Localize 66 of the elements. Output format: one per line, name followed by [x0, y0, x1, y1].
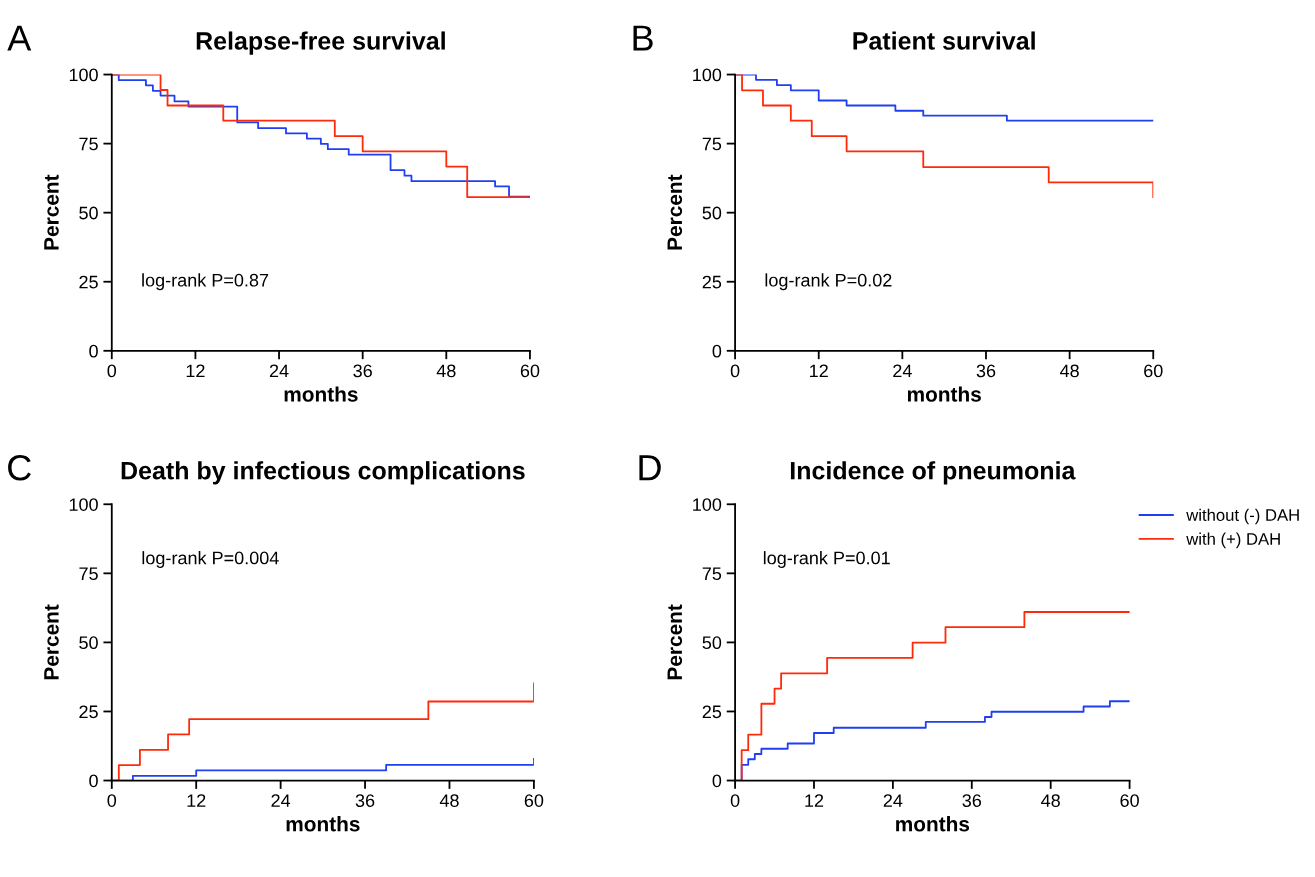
y-tick-label: 0: [89, 774, 98, 788]
x-tick-label: 36: [353, 364, 372, 378]
x-tick-label: 60: [520, 364, 540, 378]
x-tick-label: 48: [439, 794, 459, 807]
x-tick-label: 24: [883, 794, 903, 807]
x-tick-label: 12: [186, 364, 205, 378]
x-tick-label: 60: [1120, 794, 1139, 807]
y-tick-label: 75: [79, 567, 98, 581]
y-tick-label: 25: [79, 275, 98, 289]
x-tick-label: 60: [1144, 364, 1163, 378]
x-tick-label: 12: [187, 794, 206, 807]
y-tick-label: 0: [89, 344, 98, 358]
x-tick-label: 36: [962, 794, 982, 807]
legend-label: with (+) DAH: [1186, 532, 1280, 549]
x-tick-label: 36: [355, 794, 375, 807]
y-tick-label: 75: [702, 567, 722, 581]
y-axis-title: Percent: [44, 604, 59, 680]
y-tick-label: 100: [69, 68, 98, 82]
legend-label: without (-) DAH: [1186, 508, 1299, 525]
x-tick-label: 48: [1041, 794, 1060, 807]
x-tick-label: 24: [269, 364, 289, 378]
y-tick-label: 75: [79, 137, 98, 151]
y-tick-label: 100: [69, 498, 98, 511]
y-tick-label: 50: [702, 636, 722, 650]
x-tick-label: 60: [524, 794, 544, 807]
y-tick-label: 50: [702, 206, 722, 220]
y-tick-label: 25: [702, 275, 722, 289]
annotation: log-rank P=0.87: [142, 273, 269, 291]
x-tick-label: 48: [1060, 364, 1079, 378]
annotation: log-rank P=0.02: [765, 273, 892, 291]
x-tick-label: 24: [271, 794, 291, 807]
x-tick-label: 36: [976, 364, 996, 378]
x-tick-label: 0: [730, 794, 740, 807]
x-tick-label: 24: [893, 364, 912, 378]
x-tick-label: 0: [107, 364, 117, 378]
chart-title: Patient survival: [853, 31, 1035, 50]
y-tick-label: 25: [79, 705, 98, 719]
text: D: [639, 455, 661, 481]
y-axis-title: Percent: [667, 604, 683, 680]
annotation: log-rank P=0.004: [142, 551, 279, 568]
y-tick-label: 0: [712, 774, 722, 788]
x-tick-label: 48: [436, 364, 456, 378]
chart-title: Relapse-free survival: [196, 31, 445, 55]
x-axis-title: months: [907, 386, 981, 402]
y-axis-title: Percent: [44, 174, 59, 250]
x-tick-label: 12: [810, 364, 828, 378]
y-tick-label: 25: [702, 705, 722, 719]
y-tick-label: 50: [79, 206, 98, 220]
x-tick-label: 0: [730, 364, 740, 378]
y-tick-label: 0: [712, 344, 722, 358]
text: B: [633, 25, 653, 51]
x-axis-title: months: [286, 816, 360, 832]
y-axis-title: Percent: [667, 174, 683, 250]
chart-title: Incidence of pneumonia: [790, 461, 1076, 485]
chart-title: Death by infectious complications: [121, 461, 525, 485]
text: A: [7, 25, 32, 51]
y-tick-label: 100: [693, 68, 722, 82]
x-axis-title: months: [896, 816, 970, 832]
y-tick-label: 100: [693, 498, 722, 511]
x-tick-label: 12: [805, 794, 824, 807]
y-tick-label: 50: [79, 636, 98, 650]
x-tick-label: 0: [107, 794, 117, 807]
x-axis-title: months: [284, 386, 358, 402]
text: C: [8, 454, 31, 481]
annotation: log-rank P=0.01: [763, 551, 890, 568]
y-tick-label: 75: [702, 137, 722, 151]
